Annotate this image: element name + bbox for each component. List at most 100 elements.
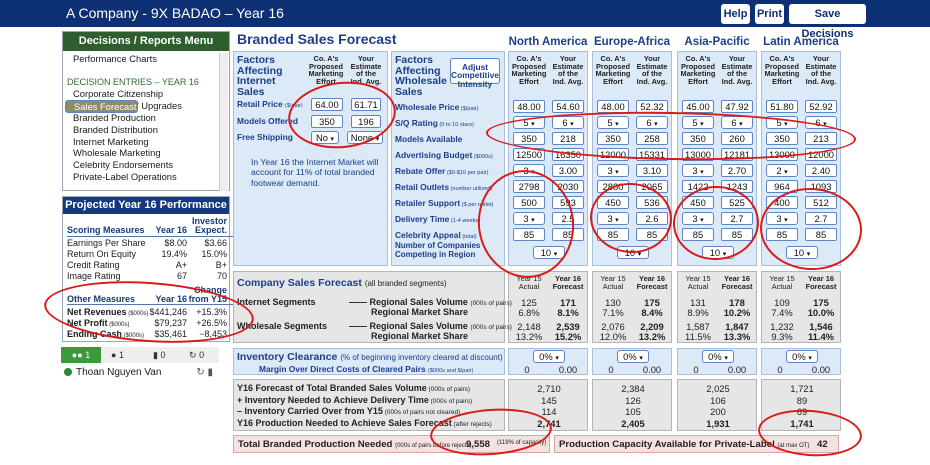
estimate-input[interactable]: 85 — [721, 228, 753, 241]
proposed-input[interactable]: 85 — [513, 228, 545, 241]
proposed-input[interactable]: 3 ▾ — [513, 212, 545, 225]
menu-item-0[interactable]: Performance Charts — [73, 53, 157, 64]
proposed-input[interactable]: 3 ▾ — [766, 212, 798, 225]
adjust-competitive-intensity-button[interactable]: Adjust Competitive Intensity — [450, 58, 500, 88]
proposed-input[interactable]: 3 ▾ — [682, 212, 714, 225]
estimate-input[interactable]: 2.7 — [805, 212, 837, 225]
save-decisions-button[interactable]: Save Decisions — [789, 4, 866, 40]
estimate-input[interactable]: 3.00 — [552, 164, 584, 177]
estimate-input[interactable]: 12000 — [805, 148, 837, 161]
proposed-input[interactable]: 2880 — [597, 180, 629, 193]
proposed-input[interactable]: 450 — [597, 196, 629, 209]
proposed-input[interactable]: 350 — [597, 132, 629, 145]
estimate-input[interactable]: 6 ▾ — [805, 116, 837, 129]
estimate-input[interactable]: 536 — [636, 196, 668, 209]
proposed-input[interactable]: 3 ▾ — [513, 164, 545, 177]
proposed-input[interactable]: 85 — [597, 228, 629, 241]
menu-scrollbar[interactable] — [219, 53, 228, 191]
estimate-input[interactable]: 258 — [636, 132, 668, 145]
estimate-input[interactable]: 52.92 — [805, 100, 837, 113]
estimate-input[interactable]: 6 ▾ — [721, 116, 753, 129]
competing-select[interactable]: 10 ▾ — [617, 246, 649, 259]
estimate-input[interactable]: 2.6 — [636, 212, 668, 225]
estimate-input[interactable]: 2030 — [552, 180, 584, 193]
menu-item-10[interactable]: Celebrity Endorsements — [73, 159, 174, 171]
user-actions-icon[interactable]: ↻ ▮ — [196, 367, 213, 378]
estimate-input[interactable]: 1243 — [721, 180, 753, 193]
clearance-select[interactable]: 0% ▾ — [786, 350, 818, 363]
estimate-input[interactable]: 6 ▾ — [636, 116, 668, 129]
menu-item-11[interactable]: Private-Label Operations — [73, 170, 177, 182]
models-input[interactable]: 350 — [311, 115, 343, 128]
estimate-input[interactable]: 1093 — [805, 180, 837, 193]
proposed-input[interactable]: 1422 — [682, 180, 714, 193]
proposed-input[interactable]: 12500 — [513, 148, 545, 161]
retweets[interactable]: ↻ 0 — [189, 347, 204, 363]
microphone[interactable]: ▮ 0 — [153, 347, 165, 363]
retail-price-input[interactable]: 64.00 — [311, 98, 343, 111]
proposed-input[interactable]: 3 ▾ — [597, 212, 629, 225]
clearance-select[interactable]: 0% ▾ — [533, 350, 565, 363]
proposed-input[interactable]: 3 ▾ — [682, 164, 714, 177]
proposed-input[interactable]: 51.80 — [766, 100, 798, 113]
proposed-input[interactable]: 500 — [513, 196, 545, 209]
estimate-input[interactable]: 12181 — [721, 148, 753, 161]
estimate-input[interactable]: 260 — [721, 132, 753, 145]
menu-item-8[interactable]: Internet Marketing — [73, 135, 149, 147]
estimate-input[interactable]: 6 ▾ — [552, 116, 584, 129]
menu-item-4[interactable]: Sales Forecast — [65, 100, 138, 114]
estimate-input[interactable]: 15331 — [636, 148, 668, 161]
proposed-input[interactable]: 2798 — [513, 180, 545, 193]
estimate-input[interactable]: 52.32 — [636, 100, 668, 113]
estimate-input[interactable]: 512 — [805, 196, 837, 209]
proposed-input[interactable]: 450 — [682, 196, 714, 209]
estimate-input[interactable]: 2.5 — [552, 212, 584, 225]
competing-select[interactable]: 10 ▾ — [533, 246, 565, 259]
estimate-input[interactable]: 85 — [552, 228, 584, 241]
competing-select[interactable]: 10 ▾ — [702, 246, 734, 259]
proposed-input[interactable]: 85 — [682, 228, 714, 241]
proposed-input[interactable]: 5 ▾ — [513, 116, 545, 129]
messages[interactable]: ● 1 — [111, 347, 124, 363]
estimate-input[interactable]: 2.40 — [805, 164, 837, 177]
proposed-input[interactable]: 350 — [766, 132, 798, 145]
current-user[interactable]: Thoan Nguyen Van ↻ ▮ — [64, 367, 219, 378]
proposed-input[interactable]: 3 ▾ — [597, 164, 629, 177]
proposed-input[interactable]: 5 ▾ — [766, 116, 798, 129]
competing-select[interactable]: 10 ▾ — [786, 246, 818, 259]
proposed-input[interactable]: 350 — [682, 132, 714, 145]
proposed-input[interactable]: 5 ▾ — [597, 116, 629, 129]
proposed-input[interactable]: 13000 — [682, 148, 714, 161]
proposed-input[interactable]: 2 ▾ — [766, 164, 798, 177]
estimate-input[interactable]: 3.10 — [636, 164, 668, 177]
proposed-input[interactable]: 48.00 — [597, 100, 629, 113]
users-online[interactable]: ●● 1 — [61, 347, 101, 363]
estimate-input[interactable]: 2.70 — [721, 164, 753, 177]
estimate-input[interactable]: 54.60 — [552, 100, 584, 113]
proposed-input[interactable]: 48.00 — [513, 100, 545, 113]
clearance-select[interactable]: 0% ▾ — [617, 350, 649, 363]
estimate-input[interactable]: 213 — [805, 132, 837, 145]
estimate-input[interactable]: 85 — [805, 228, 837, 241]
estimate-input[interactable]: 2065 — [636, 180, 668, 193]
estimate-input[interactable]: 47.92 — [721, 100, 753, 113]
estimate-input[interactable]: 525 — [721, 196, 753, 209]
shipping-select[interactable]: No ▾ — [311, 131, 339, 144]
estimate-input[interactable]: 218 — [552, 132, 584, 145]
proposed-input[interactable]: 964 — [766, 180, 798, 193]
estimate-input[interactable]: 593 — [552, 196, 584, 209]
proposed-input[interactable]: 12000 — [597, 148, 629, 161]
retail-price-avg-input[interactable]: 61.71 — [351, 98, 381, 111]
proposed-input[interactable]: 13000 — [766, 148, 798, 161]
models-avg-input[interactable]: 196 — [351, 115, 381, 128]
shipping-avg-select[interactable]: None ▾ — [347, 131, 383, 144]
estimate-input[interactable]: 85 — [636, 228, 668, 241]
proposed-input[interactable]: 45.00 — [682, 100, 714, 113]
estimate-input[interactable]: 16350 — [552, 148, 584, 161]
menu-item-9[interactable]: Wholesale Marketing — [73, 147, 161, 159]
menu-item-6[interactable]: Branded Production — [73, 111, 156, 123]
print-button[interactable]: Print — [755, 4, 784, 24]
proposed-input[interactable]: 350 — [513, 132, 545, 145]
proposed-input[interactable]: 400 — [766, 196, 798, 209]
proposed-input[interactable]: 85 — [766, 228, 798, 241]
